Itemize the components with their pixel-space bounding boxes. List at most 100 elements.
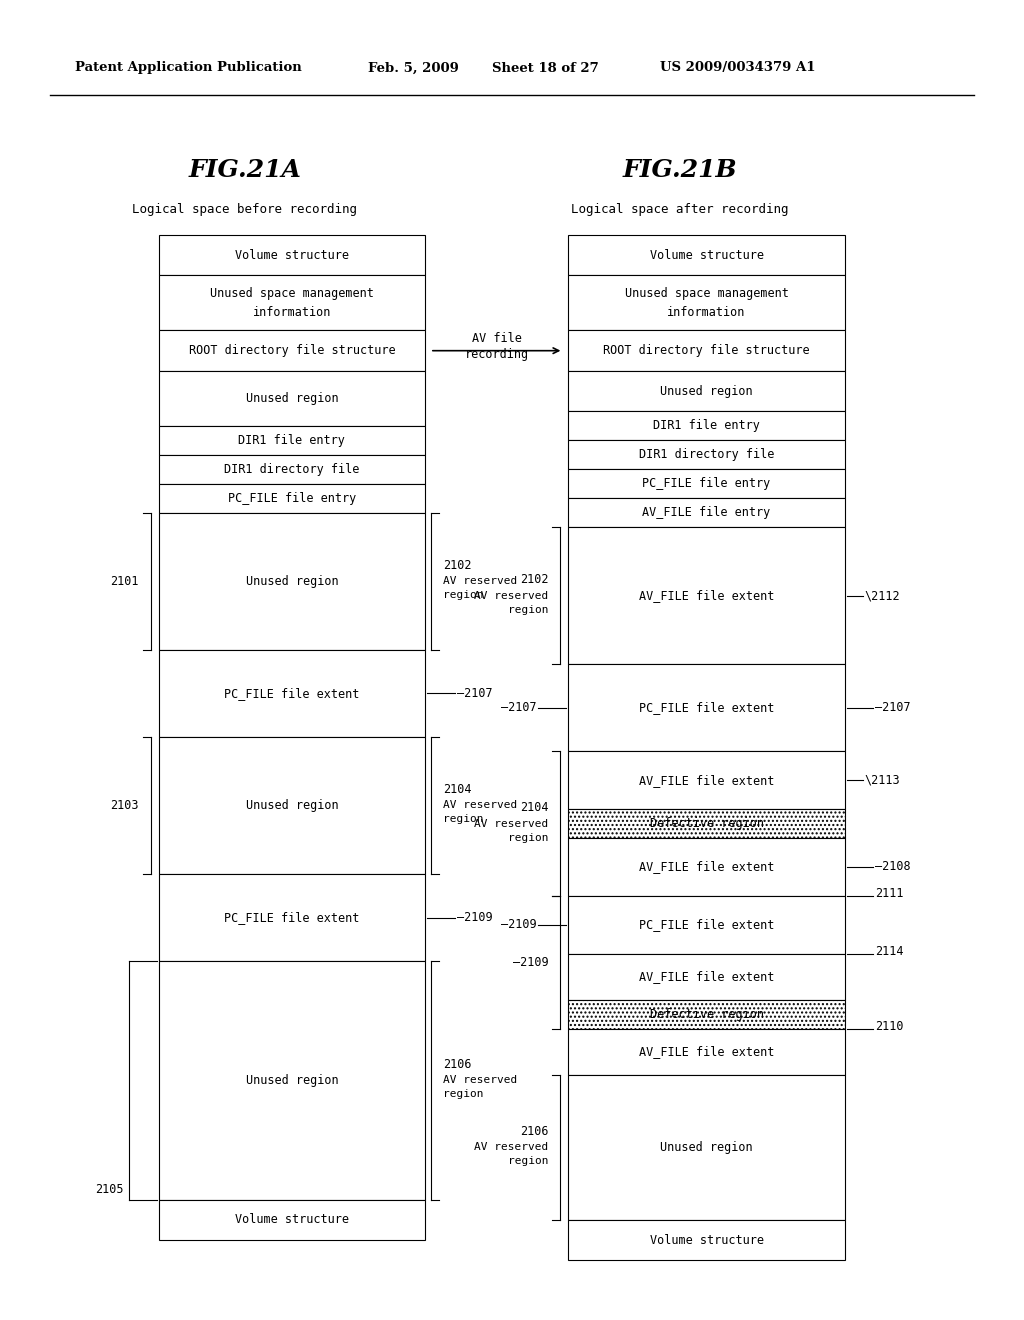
Text: region: region bbox=[443, 590, 483, 601]
Bar bbox=[159, 276, 425, 330]
Text: information: information bbox=[253, 306, 331, 319]
Text: AV reserved: AV reserved bbox=[443, 1076, 517, 1085]
Bar bbox=[568, 751, 845, 809]
Text: PC_FILE file entry: PC_FILE file entry bbox=[642, 478, 771, 490]
Text: US 2009/0034379 A1: US 2009/0034379 A1 bbox=[660, 62, 815, 74]
Bar bbox=[568, 809, 845, 838]
Text: Unused region: Unused region bbox=[246, 1073, 338, 1086]
Bar bbox=[159, 961, 425, 1200]
Text: ROOT directory file structure: ROOT directory file structure bbox=[603, 345, 810, 358]
Text: ROOT directory file structure: ROOT directory file structure bbox=[188, 345, 395, 358]
Bar bbox=[159, 330, 425, 371]
Text: Defective region: Defective region bbox=[649, 1008, 764, 1020]
Bar bbox=[568, 838, 845, 896]
Text: AV_FILE file extent: AV_FILE file extent bbox=[639, 970, 774, 983]
Text: AV reserved: AV reserved bbox=[443, 577, 517, 586]
Text: 2110: 2110 bbox=[874, 1020, 903, 1034]
Bar bbox=[568, 276, 845, 330]
Text: FIG.21B: FIG.21B bbox=[623, 158, 737, 182]
Text: AV reserved: AV reserved bbox=[474, 1142, 548, 1152]
Text: AV_FILE file entry: AV_FILE file entry bbox=[642, 506, 771, 519]
Text: 2106: 2106 bbox=[520, 1125, 548, 1138]
Text: AV reserved: AV reserved bbox=[474, 818, 548, 829]
Text: 2114: 2114 bbox=[874, 945, 903, 958]
Bar bbox=[568, 498, 845, 527]
Text: region: region bbox=[443, 814, 483, 825]
Text: DIR1 directory file: DIR1 directory file bbox=[224, 463, 359, 475]
Text: Feb. 5, 2009: Feb. 5, 2009 bbox=[368, 62, 459, 74]
Text: PC_FILE file extent: PC_FILE file extent bbox=[224, 686, 359, 700]
Text: Volume structure: Volume structure bbox=[649, 1233, 764, 1246]
Text: Logical space before recording: Logical space before recording bbox=[132, 203, 357, 216]
Text: —2107: —2107 bbox=[457, 686, 493, 700]
Text: Patent Application Publication: Patent Application Publication bbox=[75, 62, 302, 74]
Text: region: region bbox=[508, 833, 548, 842]
Text: 2111: 2111 bbox=[874, 887, 903, 900]
Text: DIR1 file entry: DIR1 file entry bbox=[239, 434, 345, 447]
Text: 2105: 2105 bbox=[95, 1183, 124, 1196]
Text: region: region bbox=[508, 1156, 548, 1167]
Bar bbox=[159, 371, 425, 426]
Bar bbox=[568, 235, 845, 276]
Text: 2103: 2103 bbox=[111, 799, 138, 812]
Bar bbox=[568, 527, 845, 664]
Text: Volume structure: Volume structure bbox=[234, 1213, 349, 1226]
Text: —2108: —2108 bbox=[874, 861, 910, 874]
Text: DIR1 file entry: DIR1 file entry bbox=[653, 420, 760, 433]
Bar bbox=[568, 1076, 845, 1220]
Text: region: region bbox=[508, 605, 548, 615]
Text: AV_FILE file extent: AV_FILE file extent bbox=[639, 774, 774, 787]
Bar bbox=[568, 896, 845, 953]
Text: \2113: \2113 bbox=[865, 774, 900, 787]
Text: AV_FILE file extent: AV_FILE file extent bbox=[639, 861, 774, 874]
Bar bbox=[568, 953, 845, 1001]
Bar bbox=[159, 737, 425, 874]
Text: 2106: 2106 bbox=[443, 1057, 471, 1071]
Text: AV reserved: AV reserved bbox=[474, 591, 548, 601]
Text: 2104: 2104 bbox=[443, 783, 471, 796]
Text: Unused region: Unused region bbox=[246, 392, 338, 405]
Bar bbox=[159, 483, 425, 512]
Text: PC_FILE file extent: PC_FILE file extent bbox=[639, 701, 774, 714]
Text: recording: recording bbox=[465, 348, 528, 362]
Text: Unused region: Unused region bbox=[660, 384, 753, 397]
Bar bbox=[159, 235, 425, 276]
Text: PC_FILE file extent: PC_FILE file extent bbox=[224, 911, 359, 924]
Text: PC_FILE file entry: PC_FILE file entry bbox=[227, 491, 356, 504]
Text: Unused region: Unused region bbox=[246, 799, 338, 812]
Text: Volume structure: Volume structure bbox=[234, 248, 349, 261]
Text: 2101: 2101 bbox=[111, 574, 138, 587]
Bar bbox=[568, 441, 845, 469]
Text: Defective region: Defective region bbox=[649, 817, 764, 830]
Text: —2107: —2107 bbox=[874, 701, 910, 714]
Text: Unused region: Unused region bbox=[246, 574, 338, 587]
Text: PC_FILE file extent: PC_FILE file extent bbox=[639, 919, 774, 932]
Text: —2109: —2109 bbox=[457, 911, 493, 924]
Text: AV file: AV file bbox=[472, 333, 521, 346]
Text: —2107: —2107 bbox=[501, 701, 537, 714]
Bar bbox=[568, 1220, 845, 1261]
Text: Unused space management: Unused space management bbox=[210, 286, 374, 300]
Text: information: information bbox=[668, 306, 745, 319]
Text: Unused space management: Unused space management bbox=[625, 286, 788, 300]
Bar bbox=[568, 1001, 845, 1028]
Text: —2109: —2109 bbox=[501, 919, 537, 932]
Bar bbox=[159, 426, 425, 455]
Bar bbox=[159, 455, 425, 483]
Text: \2112: \2112 bbox=[865, 589, 900, 602]
Bar bbox=[159, 512, 425, 649]
Text: Unused region: Unused region bbox=[660, 1140, 753, 1154]
Text: DIR1 directory file: DIR1 directory file bbox=[639, 449, 774, 461]
Text: 2102: 2102 bbox=[443, 558, 471, 572]
Bar bbox=[568, 412, 845, 441]
Bar bbox=[568, 664, 845, 751]
Text: —2109: —2109 bbox=[513, 956, 548, 969]
Bar bbox=[159, 1200, 425, 1239]
Bar bbox=[568, 330, 845, 371]
Text: AV_FILE file extent: AV_FILE file extent bbox=[639, 1045, 774, 1059]
Bar bbox=[568, 1028, 845, 1076]
Text: AV reserved: AV reserved bbox=[443, 800, 517, 810]
Text: 2104: 2104 bbox=[520, 801, 548, 814]
Bar bbox=[159, 874, 425, 961]
Text: AV_FILE file extent: AV_FILE file extent bbox=[639, 589, 774, 602]
